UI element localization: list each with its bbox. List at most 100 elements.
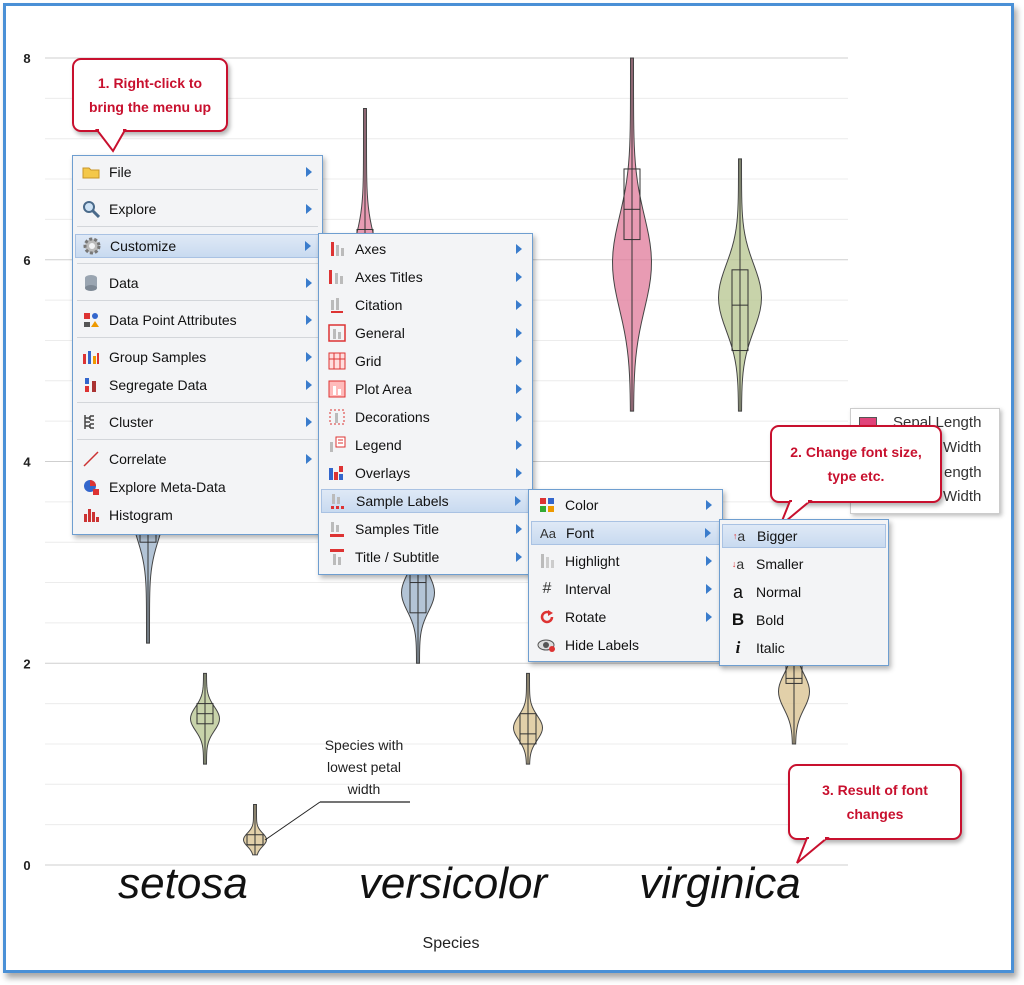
menu-item-font[interactable]: Aa Font xyxy=(531,521,720,545)
annotation-line-1: Species with xyxy=(325,737,404,753)
menu-item-file[interactable]: File xyxy=(75,160,320,184)
attributes-icon xyxy=(81,311,101,329)
menu-item-sample-labels[interactable]: Sample Labels xyxy=(321,489,530,513)
submenu-arrow-icon xyxy=(305,241,311,251)
menu-item-customize[interactable]: Customize xyxy=(75,234,320,258)
callout-1-line-2: bring the menu up xyxy=(88,99,212,115)
submenu-arrow-icon xyxy=(516,300,522,310)
context-menu-sample-labels: Color Aa Font Highlight # Interval Rotate … xyxy=(528,489,723,662)
menu-item-interval[interactable]: # Interval xyxy=(531,577,720,601)
font-smaller-icon: ↓ a xyxy=(731,556,745,572)
group-samples-icon xyxy=(81,348,101,366)
submenu-arrow-icon xyxy=(706,584,712,594)
callout-1-line-1: 1. Right-click to xyxy=(97,75,203,91)
menu-item-decorations[interactable]: Decorations xyxy=(321,405,530,429)
segregate-icon xyxy=(81,376,101,394)
menu-item-explore-meta-data[interactable]: Explore Meta-Data xyxy=(75,475,320,499)
annotation-pointer xyxy=(264,801,321,841)
menu-item-segregate-data[interactable]: Segregate Data xyxy=(75,373,320,397)
menu-item-smaller[interactable]: ↓ a Smaller xyxy=(722,552,886,576)
menu-item-overlays[interactable]: Overlays xyxy=(321,461,530,485)
menu-item-label: Font xyxy=(566,525,595,541)
menu-separator xyxy=(77,337,318,338)
menu-item-label: Histogram xyxy=(109,507,173,523)
menu-item-label: Data Point Attributes xyxy=(109,312,237,328)
menu-item-histogram[interactable]: Histogram xyxy=(75,503,320,527)
menu-item-title-subtitle[interactable]: Title / Subtitle xyxy=(321,545,530,569)
violin-petal-width xyxy=(512,672,544,765)
menu-item-label: Italic xyxy=(756,640,785,656)
menu-item-legend[interactable]: Legend xyxy=(321,433,530,457)
menu-separator xyxy=(77,189,318,190)
eye-icon xyxy=(537,636,557,654)
menu-item-label: General xyxy=(355,325,405,341)
menu-item-label: Axes Titles xyxy=(355,269,423,285)
violin-box xyxy=(623,168,641,241)
menu-item-label: Highlight xyxy=(565,553,620,569)
menu-item-hide-labels[interactable]: Hide Labels xyxy=(531,633,720,657)
submenu-arrow-icon xyxy=(515,496,521,506)
violin-petal-length xyxy=(189,672,221,765)
menu-item-axes-titles[interactable]: Axes Titles xyxy=(321,265,530,289)
menu-item-bigger[interactable]: ↑ a Bigger xyxy=(722,524,886,548)
menu-item-cluster[interactable]: Cluster xyxy=(75,410,320,434)
gear-icon xyxy=(82,237,102,255)
menu-item-rotate[interactable]: Rotate xyxy=(531,605,720,629)
y-tick-label: 0 xyxy=(23,858,30,873)
callout-2-line-2: type etc. xyxy=(827,468,885,484)
menu-item-label: Correlate xyxy=(109,451,167,467)
menu-item-group-samples[interactable]: Group Samples xyxy=(75,345,320,369)
callout-3-line-1: 3. Result of font xyxy=(822,782,928,798)
callout-2-line-1: 2. Change font size, xyxy=(790,444,922,460)
submenu-arrow-icon xyxy=(516,384,522,394)
submenu-arrow-icon xyxy=(516,328,522,338)
menu-separator xyxy=(77,402,318,403)
italic-icon: i xyxy=(735,638,741,657)
menu-item-samples-title[interactable]: Samples Title xyxy=(321,517,530,541)
axes-titles-icon xyxy=(327,268,347,286)
menu-item-correlate[interactable]: Correlate xyxy=(75,447,320,471)
submenu-arrow-icon xyxy=(306,315,312,325)
menu-item-data-point-attributes[interactable]: Data Point Attributes xyxy=(75,308,320,332)
submenu-arrow-icon xyxy=(306,352,312,362)
magnifier-icon xyxy=(81,200,101,218)
menu-item-axes[interactable]: Axes xyxy=(321,237,530,261)
menu-item-plot-area[interactable]: Plot Area xyxy=(321,377,530,401)
violin-box xyxy=(731,269,749,352)
legend-icon xyxy=(327,436,347,454)
axes-icon xyxy=(327,240,347,258)
violin-petal-length xyxy=(717,158,763,412)
menu-item-color[interactable]: Color xyxy=(531,493,720,517)
menu-item-citation[interactable]: Citation xyxy=(321,293,530,317)
decorations-icon xyxy=(327,408,347,426)
menu-item-label: Cluster xyxy=(109,414,154,430)
menu-item-label: Hide Labels xyxy=(565,637,639,653)
y-tick-label: 8 xyxy=(23,51,30,66)
menu-item-bold[interactable]: B Bold xyxy=(722,608,886,632)
menu-item-data[interactable]: Data xyxy=(75,271,320,295)
context-menu-main: File Explore Customize Data Data Point A… xyxy=(72,155,323,535)
database-icon xyxy=(81,274,101,292)
bold-icon: B xyxy=(731,610,745,629)
menu-item-normal[interactable]: a Normal xyxy=(722,580,886,604)
menu-item-explore[interactable]: Explore xyxy=(75,197,320,221)
submenu-arrow-icon xyxy=(706,500,712,510)
submenu-arrow-icon xyxy=(306,454,312,464)
violin-sepal-length xyxy=(612,57,652,412)
menu-item-label: Decorations xyxy=(355,409,430,425)
violin-box xyxy=(519,713,537,745)
menu-item-general[interactable]: General xyxy=(321,321,530,345)
legend-label-3: ength xyxy=(944,464,982,481)
menu-item-label: Interval xyxy=(565,581,611,597)
annotation-line-3: width xyxy=(347,781,381,797)
callout-right-click: 1. Right-click to bring the menu up xyxy=(72,58,228,132)
menu-item-highlight[interactable]: Highlight xyxy=(531,549,720,573)
menu-item-grid[interactable]: Grid xyxy=(321,349,530,373)
menu-item-italic[interactable]: i Italic xyxy=(722,636,886,660)
general-icon xyxy=(327,324,347,342)
submenu-arrow-icon xyxy=(705,528,711,538)
callout-3-tail xyxy=(796,837,830,864)
hash-icon: # xyxy=(542,580,552,597)
submenu-arrow-icon xyxy=(306,204,312,214)
grid-icon xyxy=(327,352,347,370)
